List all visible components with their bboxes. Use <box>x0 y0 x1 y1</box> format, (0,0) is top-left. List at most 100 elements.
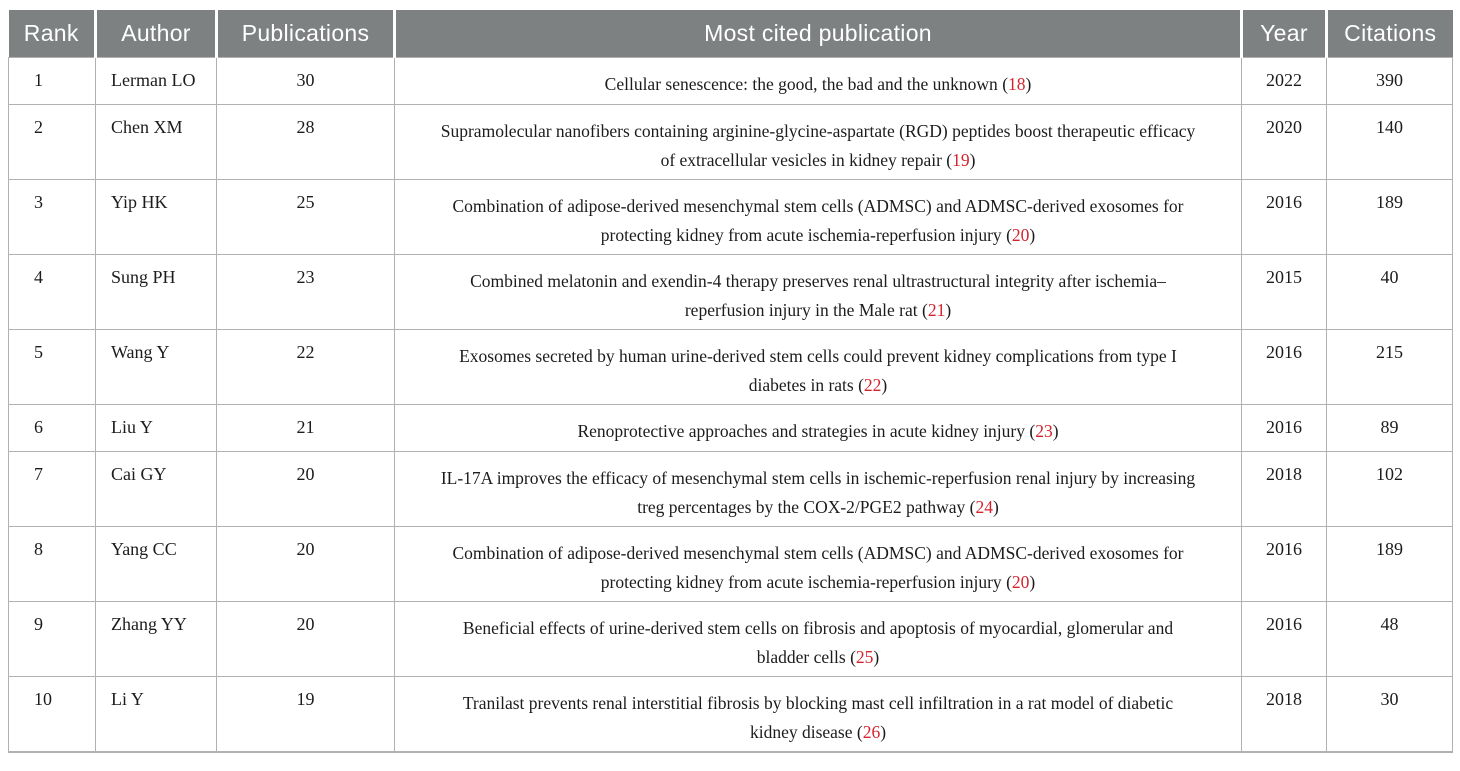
publication-title-cell: IL-17A improves the efficacy of mesenchy… <box>394 451 1242 527</box>
publication-title: Combination of adipose-derived mesenchym… <box>452 196 1184 245</box>
table-row: 8 Yang CC 20 Combination of adipose-deri… <box>8 526 1453 602</box>
table-row: 6 Liu Y 21 Renoprotective approaches and… <box>8 404 1453 452</box>
col-header-publications: Publications <box>215 10 395 58</box>
year-cell: 2016 <box>1241 601 1327 677</box>
table-row: 7 Cai GY 20 IL-17A improves the efficacy… <box>8 451 1453 527</box>
ref-paren-open: ( <box>858 375 864 395</box>
year-cell: 2022 <box>1241 57 1327 105</box>
publications-cell: 25 <box>216 179 395 255</box>
publications-cell: 21 <box>216 404 395 452</box>
publication-title: Exosomes secreted by human urine-derived… <box>459 346 1177 395</box>
citations-cell: 189 <box>1326 526 1453 602</box>
citations-cell: 215 <box>1326 329 1453 405</box>
ref-paren-close: ) <box>1029 225 1036 245</box>
publications-cell: 20 <box>216 526 395 602</box>
ref-paren-close: ) <box>945 300 952 320</box>
publication-title-cell: Supramolecular nanofibers containing arg… <box>394 104 1242 180</box>
author-cell: Zhang YY <box>95 601 217 677</box>
rank-cell: 5 <box>8 329 96 405</box>
ref-paren-open: ( <box>856 722 863 742</box>
citations-cell: 40 <box>1326 254 1453 330</box>
publications-cell: 30 <box>216 57 395 105</box>
citation-ref-link[interactable]: 19 <box>952 150 970 170</box>
table-row: 9 Zhang YY 20 Beneficial effects of urin… <box>8 601 1453 677</box>
ref-paren-open: ( <box>850 647 856 667</box>
ref-paren-close: ) <box>1029 572 1036 592</box>
author-cell: Sung PH <box>95 254 217 330</box>
col-header-year: Year <box>1240 10 1327 58</box>
publications-cell: 20 <box>216 451 395 527</box>
publication-title: IL-17A improves the efficacy of mesenchy… <box>440 468 1196 517</box>
rank-cell: 8 <box>8 526 96 602</box>
citations-cell: 89 <box>1326 404 1453 452</box>
publication-title-cell: Cellular senescence: the good, the bad a… <box>394 57 1242 105</box>
ref-paren-close: ) <box>1025 74 1032 94</box>
rank-cell: 3 <box>8 179 96 255</box>
publications-cell: 22 <box>216 329 395 405</box>
ref-paren-close: ) <box>873 647 880 667</box>
year-cell: 2016 <box>1241 329 1327 405</box>
publications-cell: 20 <box>216 601 395 677</box>
col-header-citations: Citations <box>1325 10 1453 58</box>
author-cell: Yang CC <box>95 526 217 602</box>
ref-paren-open: ( <box>1006 572 1012 592</box>
table-row: 5 Wang Y 22 Exosomes secreted by human u… <box>8 329 1453 405</box>
table-row: 1 Lerman LO 30 Cellular senescence: the … <box>8 57 1453 105</box>
publication-title: Supramolecular nanofibers containing arg… <box>440 121 1196 170</box>
citation-ref-link[interactable]: 25 <box>855 647 874 667</box>
citation-ref-link[interactable]: 22 <box>863 375 882 395</box>
publication-title-cell: Combination of adipose-derived mesenchym… <box>394 179 1242 255</box>
rank-cell: 6 <box>8 404 96 452</box>
header-row: Rank Author Publications Most cited publ… <box>8 10 1453 58</box>
citations-cell: 189 <box>1326 179 1453 255</box>
citation-ref-link[interactable]: 26 <box>862 722 881 742</box>
year-cell: 2018 <box>1241 451 1327 527</box>
rank-cell: 9 <box>8 601 96 677</box>
publication-title: Cellular senescence: the good, the bad a… <box>604 74 1003 94</box>
publications-cell: 23 <box>216 254 395 330</box>
citations-cell: 390 <box>1326 57 1453 105</box>
table-row: 3 Yip HK 25 Combination of adipose-deriv… <box>8 179 1453 255</box>
ref-paren-open: ( <box>969 497 976 517</box>
year-cell: 2020 <box>1241 104 1327 180</box>
author-cell: Li Y <box>95 676 217 753</box>
rank-cell: 4 <box>8 254 96 330</box>
citations-cell: 140 <box>1326 104 1453 180</box>
author-cell: Wang Y <box>95 329 217 405</box>
publication-title-cell: Combined melatonin and exendin-4 therapy… <box>394 254 1242 330</box>
col-header-most-cited-publication: Most cited publication <box>393 10 1242 58</box>
ref-paren-open: ( <box>922 300 928 320</box>
citation-ref-link[interactable]: 21 <box>927 300 946 320</box>
author-cell: Liu Y <box>95 404 217 452</box>
ref-paren-close: ) <box>881 375 888 395</box>
rank-cell: 1 <box>8 57 96 105</box>
table-row: 10 Li Y 19 Tranilast prevents renal inte… <box>8 676 1453 753</box>
publication-title-cell: Combination of adipose-derived mesenchym… <box>394 526 1242 602</box>
table-body: 1 Lerman LO 30 Cellular senescence: the … <box>8 57 1453 753</box>
table-row: 4 Sung PH 23 Combined melatonin and exen… <box>8 254 1453 330</box>
author-cell: Yip HK <box>95 179 217 255</box>
ref-paren-close: ) <box>969 150 976 170</box>
ref-paren-open: ( <box>1002 74 1009 94</box>
ref-paren-close: ) <box>880 722 887 742</box>
citation-ref-link[interactable]: 20 <box>1011 225 1030 245</box>
publication-title: Renoprotective approaches and strategies… <box>577 421 1030 441</box>
citation-ref-link[interactable]: 20 <box>1011 572 1030 592</box>
cited-publications-table: Rank Author Publications Most cited publ… <box>8 10 1453 753</box>
publication-title: Combination of adipose-derived mesenchym… <box>452 543 1184 592</box>
rank-cell: 7 <box>8 451 96 527</box>
col-header-author: Author <box>94 10 217 58</box>
citations-cell: 102 <box>1326 451 1453 527</box>
year-cell: 2016 <box>1241 404 1327 452</box>
rank-cell: 2 <box>8 104 96 180</box>
citation-ref-link[interactable]: 24 <box>975 497 993 517</box>
publication-title-cell: Exosomes secreted by human urine-derived… <box>394 329 1242 405</box>
publication-title: Tranilast prevents renal interstitial fi… <box>462 693 1174 742</box>
col-header-rank: Rank <box>8 10 96 58</box>
table-row: 2 Chen XM 28 Supramolecular nanofibers c… <box>8 104 1453 180</box>
publication-title-cell: Beneficial effects of urine-derived stem… <box>394 601 1242 677</box>
year-cell: 2016 <box>1241 526 1327 602</box>
citation-ref-link[interactable]: 18 <box>1008 74 1026 94</box>
publications-cell: 28 <box>216 104 395 180</box>
citation-ref-link[interactable]: 23 <box>1035 421 1053 441</box>
